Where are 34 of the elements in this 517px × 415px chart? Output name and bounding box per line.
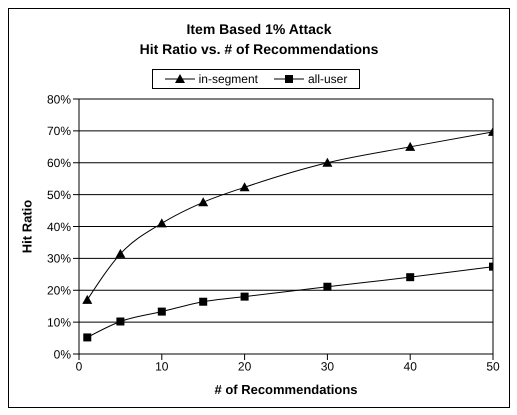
point (158, 308, 166, 316)
point (405, 142, 416, 151)
point (82, 294, 92, 304)
y-tick-label: 70% (46, 124, 72, 138)
point (156, 218, 167, 228)
chart-title: Item Based 1% Attack Hit Ratio vs. # of Recommendations (138, 20, 380, 59)
point (240, 182, 250, 192)
point (198, 197, 208, 206)
y-tick-label: 20% (46, 284, 72, 298)
y-tick-label: 80% (46, 92, 72, 106)
y-tick-label: 10% (46, 315, 72, 330)
point (240, 292, 249, 301)
x-axis-title: # of Recommendations (214, 382, 358, 397)
x-tick-label: 0 (76, 360, 83, 374)
x-tick-label: 40 (404, 360, 418, 374)
point (406, 273, 414, 282)
point (322, 158, 332, 167)
legend-label: all-user (307, 72, 348, 86)
x-tick-label: 30 (320, 360, 334, 374)
x-tick-label: 20 (238, 360, 252, 374)
x-tick-label: 50 (486, 360, 500, 374)
y-tick-label: 60% (46, 156, 72, 170)
y-tick-label: 30% (46, 252, 72, 266)
y-tick-label: 50% (46, 188, 72, 202)
point (199, 298, 208, 306)
y-tick-label: 0% (54, 347, 72, 362)
y-axis-title: Hit Ratio (20, 200, 35, 254)
point (323, 282, 332, 291)
legend-label: in-segment (198, 72, 258, 86)
point (115, 248, 126, 258)
point (83, 333, 92, 342)
y-tick-label: 40% (46, 220, 72, 234)
point (116, 317, 124, 326)
x-tick-label: 10 (155, 360, 169, 374)
